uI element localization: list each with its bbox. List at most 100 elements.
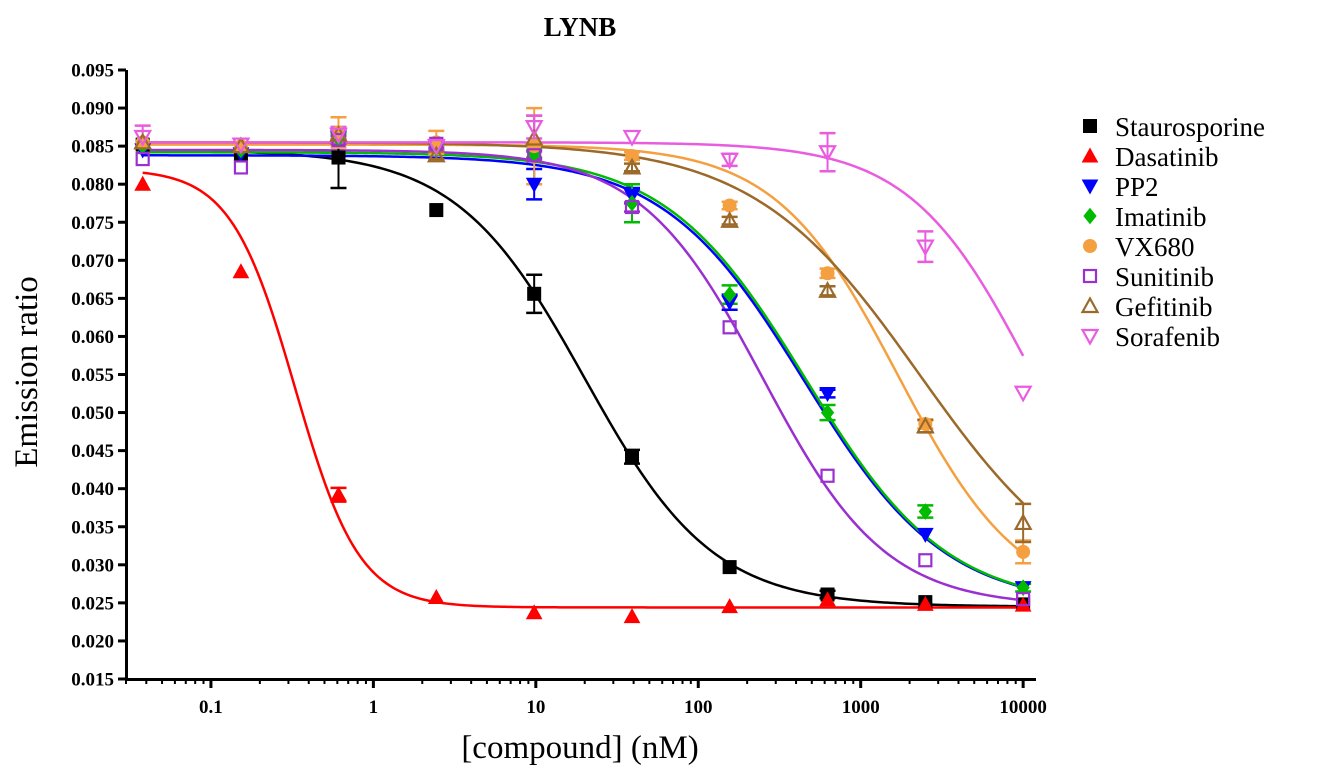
data-point-staurosporine bbox=[331, 150, 346, 165]
legend-item: PP2 bbox=[1081, 172, 1159, 202]
data-point-dasatinib bbox=[134, 175, 152, 191]
legend-label: PP2 bbox=[1115, 172, 1159, 202]
x-tick-label: 1 bbox=[369, 697, 379, 718]
y-axis-title: Emission ratio bbox=[9, 276, 45, 468]
data-point-vx680 bbox=[625, 149, 640, 164]
y-tick-label: 0.090 bbox=[71, 99, 114, 120]
x-tick-label: 10 bbox=[526, 697, 545, 718]
data-point-sorafenib bbox=[622, 129, 642, 147]
data-point-pp2 bbox=[916, 527, 934, 543]
y-tick-label: 0.040 bbox=[71, 479, 114, 500]
data-points bbox=[133, 119, 1033, 624]
data-point-gefitinib bbox=[915, 416, 935, 434]
data-point-dasatinib bbox=[623, 608, 641, 624]
data-point-gefitinib bbox=[818, 280, 837, 298]
data-point-dasatinib bbox=[525, 604, 543, 620]
data-point-dasatinib bbox=[819, 591, 836, 607]
legend-label: Gefitinib bbox=[1115, 292, 1212, 322]
y-tick-label: 0.020 bbox=[71, 631, 114, 652]
legend-label: Sunitinib bbox=[1115, 262, 1214, 292]
fit-curve-sunitinib bbox=[142, 148, 1024, 602]
data-point-pp2 bbox=[525, 177, 543, 193]
legend-marker bbox=[1080, 328, 1100, 346]
data-point-staurosporine bbox=[527, 286, 542, 301]
data-point-sunitinib bbox=[820, 468, 835, 483]
legend-label: VX680 bbox=[1115, 232, 1195, 262]
x-tick-label: 10000 bbox=[999, 697, 1047, 718]
y-tick-label: 0.065 bbox=[71, 289, 114, 310]
fit-curve-vx680 bbox=[142, 143, 1024, 555]
legend-marker bbox=[1081, 147, 1099, 163]
data-point-sorafenib bbox=[818, 145, 837, 162]
y-tick-label: 0.075 bbox=[71, 213, 114, 234]
legend-marker bbox=[1082, 268, 1098, 284]
data-point-gefitinib bbox=[426, 145, 446, 163]
data-point-sorafenib bbox=[915, 239, 935, 257]
y-tick-label: 0.045 bbox=[71, 441, 114, 462]
x-tick-label: 0.1 bbox=[199, 697, 223, 718]
y-tick-label: 0.070 bbox=[71, 251, 114, 272]
legend-item: Dasatinib bbox=[1081, 142, 1218, 172]
data-point-sorafenib bbox=[329, 127, 348, 145]
legend-item: Staurosporine bbox=[1083, 112, 1265, 142]
legend-marker bbox=[1083, 119, 1097, 133]
data-point-sorafenib bbox=[524, 119, 544, 137]
legend: StaurosporineDasatinibPP2ImatinibVX680Su… bbox=[1080, 112, 1265, 352]
legend-item: VX680 bbox=[1083, 232, 1195, 262]
y-tick-label: 0.035 bbox=[71, 517, 114, 538]
data-point-gefitinib bbox=[524, 128, 544, 146]
data-point-gefitinib bbox=[133, 132, 153, 150]
data-point-vx680 bbox=[722, 198, 737, 213]
data-point-imatinib bbox=[1016, 579, 1030, 596]
x-tick-label: 100 bbox=[684, 697, 713, 718]
legend-marker bbox=[1081, 179, 1099, 195]
data-point-staurosporine bbox=[625, 449, 640, 464]
legend-marker bbox=[1083, 239, 1097, 253]
data-point-sorafenib bbox=[133, 129, 153, 147]
y-axis-ticks: 0.015 0.020 0.025 0.030 0.035 0.040 0.045 0.050… bbox=[71, 61, 126, 691]
error-bars bbox=[134, 106, 1032, 600]
legend-item: Sunitinib bbox=[1082, 262, 1214, 292]
x-axis-ticks: 0.1 1 10 100 1000 10000 bbox=[125, 679, 1047, 718]
data-point-imatinib bbox=[918, 503, 932, 520]
data-point-sunitinib bbox=[135, 151, 150, 167]
data-point-imatinib bbox=[820, 404, 835, 421]
fit-curve-pp2 bbox=[142, 154, 1024, 589]
legend-label: Dasatinib bbox=[1115, 142, 1218, 172]
data-point-dasatinib bbox=[721, 598, 738, 614]
data-point-sunitinib bbox=[1016, 591, 1031, 607]
legend-marker bbox=[1080, 296, 1100, 314]
fit-curve-dasatinib bbox=[142, 171, 1024, 609]
y-tick-label: 0.095 bbox=[71, 61, 114, 82]
y-tick-label: 0.055 bbox=[71, 365, 114, 386]
data-point-sunitinib bbox=[527, 148, 542, 163]
legend-label: Sorafenib bbox=[1115, 322, 1220, 352]
y-tick-label: 0.085 bbox=[71, 137, 114, 158]
data-point-sunitinib bbox=[722, 320, 737, 335]
data-point-vx680 bbox=[820, 266, 835, 281]
data-point-imatinib bbox=[722, 286, 737, 303]
fit-curves bbox=[142, 141, 1025, 609]
y-tick-label: 0.030 bbox=[71, 555, 114, 576]
legend-item: Sorafenib bbox=[1080, 322, 1220, 352]
data-point-sunitinib bbox=[918, 553, 933, 568]
fit-curve-sorafenib bbox=[142, 141, 1025, 357]
data-point-sorafenib bbox=[231, 137, 251, 155]
data-point-sunitinib bbox=[624, 199, 640, 215]
data-point-gefitinib bbox=[1013, 513, 1033, 531]
y-tick-label: 0.050 bbox=[71, 403, 114, 424]
y-tick-label: 0.015 bbox=[71, 670, 114, 691]
legend-marker bbox=[1083, 207, 1097, 225]
data-point-sorafenib bbox=[426, 139, 446, 156]
data-point-dasatinib bbox=[232, 263, 250, 279]
data-point-pp2 bbox=[819, 387, 836, 403]
data-point-dasatinib bbox=[916, 595, 934, 611]
legend-item: Gefitinib bbox=[1080, 292, 1212, 322]
x-tick-label: 1000 bbox=[842, 697, 880, 718]
legend-item: Imatinib bbox=[1083, 202, 1206, 232]
y-tick-label: 0.060 bbox=[71, 327, 114, 348]
data-point-sorafenib bbox=[1013, 385, 1033, 403]
legend-label: Staurosporine bbox=[1115, 112, 1265, 142]
chart-title: LYNB bbox=[544, 12, 617, 42]
